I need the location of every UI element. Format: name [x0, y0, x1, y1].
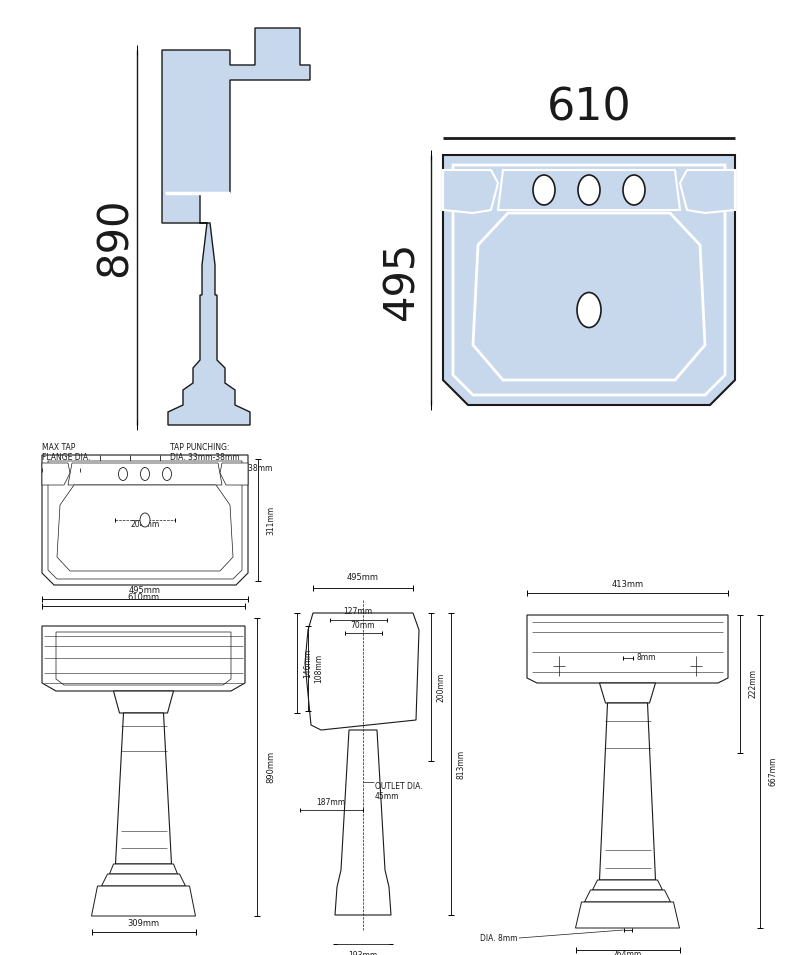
Polygon shape	[443, 155, 735, 405]
Ellipse shape	[141, 468, 150, 480]
Polygon shape	[527, 615, 728, 683]
Polygon shape	[335, 730, 391, 915]
Polygon shape	[91, 886, 195, 916]
Polygon shape	[114, 691, 174, 713]
Polygon shape	[585, 890, 670, 902]
Text: 890: 890	[94, 198, 136, 277]
Polygon shape	[593, 880, 662, 890]
Text: 187mm: 187mm	[317, 797, 346, 807]
Text: 890mm: 890mm	[266, 751, 275, 783]
Text: 667mm: 667mm	[768, 756, 777, 786]
Ellipse shape	[533, 175, 555, 205]
Polygon shape	[680, 170, 735, 213]
Polygon shape	[57, 485, 233, 571]
Polygon shape	[305, 613, 419, 730]
Ellipse shape	[577, 292, 601, 328]
Polygon shape	[42, 463, 70, 485]
Text: 610mm: 610mm	[127, 593, 159, 602]
Polygon shape	[48, 461, 242, 579]
Polygon shape	[473, 213, 705, 380]
Text: 108mm: 108mm	[314, 654, 323, 683]
Ellipse shape	[118, 468, 127, 480]
Polygon shape	[42, 455, 248, 585]
Text: 264mm: 264mm	[613, 950, 642, 955]
Polygon shape	[102, 874, 186, 886]
Ellipse shape	[162, 468, 171, 480]
Text: 146mm: 146mm	[303, 648, 312, 678]
Polygon shape	[56, 632, 231, 685]
Text: 813mm: 813mm	[457, 750, 466, 778]
Ellipse shape	[578, 175, 600, 205]
Text: OUTLET DIA.
45mm: OUTLET DIA. 45mm	[375, 782, 422, 801]
Text: 495: 495	[380, 241, 422, 320]
Text: 495mm: 495mm	[129, 586, 161, 595]
Text: TAP PUNCHING:
DIA. 33mm-38mm
CENTRE DIA. 31mm-38mm: TAP PUNCHING: DIA. 33mm-38mm CENTRE DIA.…	[170, 443, 272, 473]
Polygon shape	[68, 463, 222, 485]
Polygon shape	[42, 626, 245, 691]
Polygon shape	[599, 703, 655, 880]
Text: DIA. 8mm: DIA. 8mm	[479, 933, 517, 943]
Ellipse shape	[140, 513, 150, 527]
Polygon shape	[443, 170, 498, 213]
Text: 311mm: 311mm	[266, 505, 275, 535]
Text: 204mm: 204mm	[130, 520, 160, 529]
Text: 193mm: 193mm	[348, 951, 378, 955]
Polygon shape	[453, 165, 725, 395]
Polygon shape	[498, 170, 680, 210]
Text: 413mm: 413mm	[611, 580, 643, 589]
Text: 222mm: 222mm	[748, 669, 757, 698]
Text: 127mm: 127mm	[343, 607, 373, 617]
Text: 70mm: 70mm	[350, 621, 375, 629]
Polygon shape	[599, 683, 655, 703]
Text: 309mm: 309mm	[127, 919, 159, 928]
Text: 610: 610	[546, 87, 631, 130]
Polygon shape	[575, 902, 679, 928]
Ellipse shape	[623, 175, 645, 205]
Polygon shape	[162, 28, 310, 425]
Text: 495mm: 495mm	[347, 574, 379, 583]
Text: 8mm: 8mm	[637, 653, 656, 663]
Polygon shape	[110, 864, 178, 874]
Text: MAX TAP
FLANGE DIA.
63mm: MAX TAP FLANGE DIA. 63mm	[42, 443, 90, 473]
Polygon shape	[220, 463, 248, 485]
Polygon shape	[115, 713, 171, 864]
Text: 200mm: 200mm	[437, 672, 446, 702]
